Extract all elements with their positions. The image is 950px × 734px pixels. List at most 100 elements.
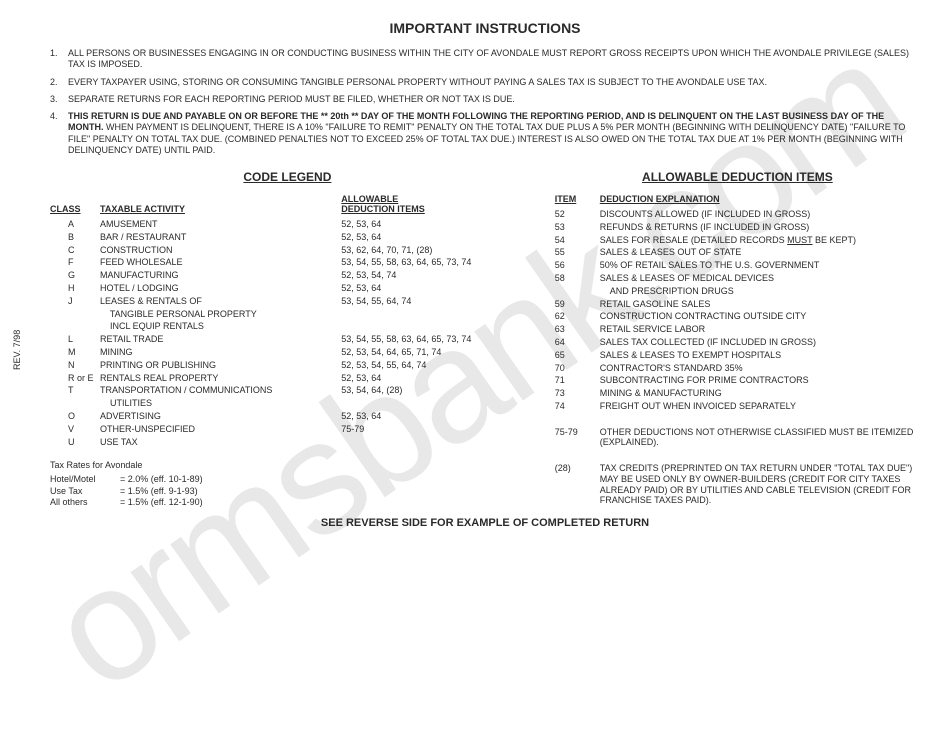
table-row: AAMUSEMENT52, 53, 64 bbox=[50, 218, 525, 231]
cell-class: A bbox=[50, 218, 100, 231]
cell-explanation: REFUNDS & RETURNS (IF INCLUDED IN GROSS) bbox=[600, 221, 920, 234]
cell-deductions: 52, 53, 64 bbox=[341, 231, 525, 244]
table-row: JLEASES & RENTALS OF53, 54, 55, 64, 74 bbox=[50, 295, 525, 308]
header-allowable: ALLOWABLE DEDUCTION ITEMS bbox=[341, 194, 525, 218]
table-row: 65SALES & LEASES TO EXEMPT HOSPITALS bbox=[555, 349, 920, 362]
cell-deductions: 52, 53, 64 bbox=[341, 282, 525, 295]
cell-item: 54 bbox=[555, 234, 600, 247]
cell-item bbox=[555, 449, 600, 462]
tax-rates-block: Tax Rates for Avondale Hotel/Motel= 2.0%… bbox=[50, 460, 525, 509]
cell-class: L bbox=[50, 333, 100, 346]
cell-deductions bbox=[341, 397, 525, 410]
instruction-item: 2.EVERY TAXPAYER USING, STORING OR CONSU… bbox=[50, 77, 920, 88]
cell-explanation: AND PRESCRIPTION DRUGS bbox=[600, 285, 920, 298]
table-row bbox=[555, 449, 920, 462]
cell-explanation: SUBCONTRACTING FOR PRIME CONTRACTORS bbox=[600, 374, 920, 387]
cell-explanation: CONTRACTOR'S STANDARD 35% bbox=[600, 362, 920, 375]
cell-activity: CONSTRUCTION bbox=[100, 244, 341, 257]
reverse-side-note: SEE REVERSE SIDE FOR EXAMPLE OF COMPLETE… bbox=[50, 517, 920, 529]
instruction-number: 2. bbox=[50, 77, 68, 88]
cell-explanation: MINING & MANUFACTURING bbox=[600, 387, 920, 400]
cell-class bbox=[50, 308, 100, 321]
cell-activity: FEED WHOLESALE bbox=[100, 256, 341, 269]
cell-class: N bbox=[50, 359, 100, 372]
cell-activity: AMUSEMENT bbox=[100, 218, 341, 231]
code-legend-title: CODE LEGEND bbox=[50, 170, 525, 184]
cell-deductions: 53, 54, 55, 64, 74 bbox=[341, 295, 525, 308]
document-content: IMPORTANT INSTRUCTIONS 1.ALL PERSONS OR … bbox=[50, 20, 920, 529]
cell-deductions bbox=[341, 320, 525, 333]
header-activity: TAXABLE ACTIVITY bbox=[100, 194, 341, 218]
cell-item: 58 bbox=[555, 272, 600, 285]
cell-item: 74 bbox=[555, 400, 600, 413]
table-row: LRETAIL TRADE53, 54, 55, 58, 63, 64, 65,… bbox=[50, 333, 525, 346]
cell-deductions bbox=[341, 436, 525, 449]
header-class: CLASS bbox=[50, 194, 100, 218]
instruction-text: EVERY TAXPAYER USING, STORING OR CONSUMI… bbox=[68, 77, 920, 88]
table-row: 74FREIGHT OUT WHEN INVOICED SEPARATELY bbox=[555, 400, 920, 413]
cell-activity: HOTEL / LODGING bbox=[100, 282, 341, 295]
table-row: 59RETAIL GASOLINE SALES bbox=[555, 298, 920, 311]
cell-activity: PRINTING OR PUBLISHING bbox=[100, 359, 341, 372]
table-row: VOTHER-UNSPECIFIED75-79 bbox=[50, 423, 525, 436]
table-row: 52DISCOUNTS ALLOWED (IF INCLUDED IN GROS… bbox=[555, 208, 920, 221]
code-legend-table: CLASS TAXABLE ACTIVITY ALLOWABLE DEDUCTI… bbox=[50, 194, 525, 448]
rates-title: Tax Rates for Avondale bbox=[50, 460, 525, 472]
cell-activity: INCL EQUIP RENTALS bbox=[100, 320, 341, 333]
instruction-number: 1. bbox=[50, 48, 68, 71]
table-row: OADVERTISING52, 53, 64 bbox=[50, 410, 525, 423]
instructions-list: 1.ALL PERSONS OR BUSINESSES ENGAGING IN … bbox=[50, 48, 920, 156]
cell-item: 59 bbox=[555, 298, 600, 311]
table-row: 73MINING & MANUFACTURING bbox=[555, 387, 920, 400]
cell-item: 71 bbox=[555, 374, 600, 387]
cell-item: 52 bbox=[555, 208, 600, 221]
sections-row: CODE LEGEND CLASS TAXABLE ACTIVITY ALLOW… bbox=[50, 170, 920, 509]
instruction-item: 4.THIS RETURN IS DUE AND PAYABLE ON OR B… bbox=[50, 111, 920, 156]
instruction-number: 4. bbox=[50, 111, 68, 156]
cell-activity: LEASES & RENTALS OF bbox=[100, 295, 341, 308]
table-row: 64SALES TAX COLLECTED (IF INCLUDED IN GR… bbox=[555, 336, 920, 349]
header-explanation: DEDUCTION EXPLANATION bbox=[600, 194, 920, 208]
cell-explanation: 50% OF RETAIL SALES TO THE U.S. GOVERNME… bbox=[600, 259, 920, 272]
instruction-text: ALL PERSONS OR BUSINESSES ENGAGING IN OR… bbox=[68, 48, 920, 71]
cell-item: 53 bbox=[555, 221, 600, 234]
cell-explanation bbox=[600, 449, 920, 462]
cell-class bbox=[50, 397, 100, 410]
cell-class: O bbox=[50, 410, 100, 423]
rate-row: Hotel/Motel= 2.0% (eff. 10-1-89) bbox=[50, 474, 525, 486]
rate-value: = 2.0% (eff. 10-1-89) bbox=[120, 474, 203, 484]
instruction-item: 1.ALL PERSONS OR BUSINESSES ENGAGING IN … bbox=[50, 48, 920, 71]
cell-activity: RETAIL TRADE bbox=[100, 333, 341, 346]
table-row: R or ERENTALS REAL PROPERTY52, 53, 64 bbox=[50, 372, 525, 385]
cell-class: J bbox=[50, 295, 100, 308]
cell-activity: USE TAX bbox=[100, 436, 341, 449]
table-row: 75-79OTHER DEDUCTIONS NOT OTHERWISE CLAS… bbox=[555, 426, 920, 450]
cell-class: M bbox=[50, 346, 100, 359]
cell-item: 55 bbox=[555, 246, 600, 259]
cell-activity: OTHER-UNSPECIFIED bbox=[100, 423, 341, 436]
cell-class: G bbox=[50, 269, 100, 282]
rate-row: Use Tax= 1.5% (eff. 9-1-93) bbox=[50, 486, 525, 498]
cell-class: R or E bbox=[50, 372, 100, 385]
cell-item: 63 bbox=[555, 323, 600, 336]
cell-explanation: FREIGHT OUT WHEN INVOICED SEPARATELY bbox=[600, 400, 920, 413]
cell-explanation: SALES & LEASES OF MEDICAL DEVICES bbox=[600, 272, 920, 285]
table-row: (28)TAX CREDITS (PREPRINTED ON TAX RETUR… bbox=[555, 462, 920, 507]
table-row: 63RETAIL SERVICE LABOR bbox=[555, 323, 920, 336]
table-row: 5650% OF RETAIL SALES TO THE U.S. GOVERN… bbox=[555, 259, 920, 272]
code-legend-section: CODE LEGEND CLASS TAXABLE ACTIVITY ALLOW… bbox=[50, 170, 525, 509]
cell-activity: MINING bbox=[100, 346, 341, 359]
cell-item: 75-79 bbox=[555, 426, 600, 450]
table-row: BBAR / RESTAURANT52, 53, 64 bbox=[50, 231, 525, 244]
rate-row: All others= 1.5% (eff. 12-1-90) bbox=[50, 497, 525, 509]
cell-deductions: 52, 53, 54, 64, 65, 71, 74 bbox=[341, 346, 525, 359]
header-item: ITEM bbox=[555, 194, 600, 208]
cell-explanation bbox=[600, 413, 920, 426]
deduction-section: ALLOWABLE DEDUCTION ITEMS ITEM DEDUCTION… bbox=[555, 170, 920, 509]
table-row: GMANUFACTURING52, 53, 54, 74 bbox=[50, 269, 525, 282]
cell-item: 65 bbox=[555, 349, 600, 362]
table-row: INCL EQUIP RENTALS bbox=[50, 320, 525, 333]
rate-value: = 1.5% (eff. 9-1-93) bbox=[120, 486, 198, 496]
table-row: TTRANSPORTATION / COMMUNICATIONS53, 54, … bbox=[50, 384, 525, 397]
table-row: 62CONSTRUCTION CONTRACTING OUTSIDE CITY bbox=[555, 310, 920, 323]
